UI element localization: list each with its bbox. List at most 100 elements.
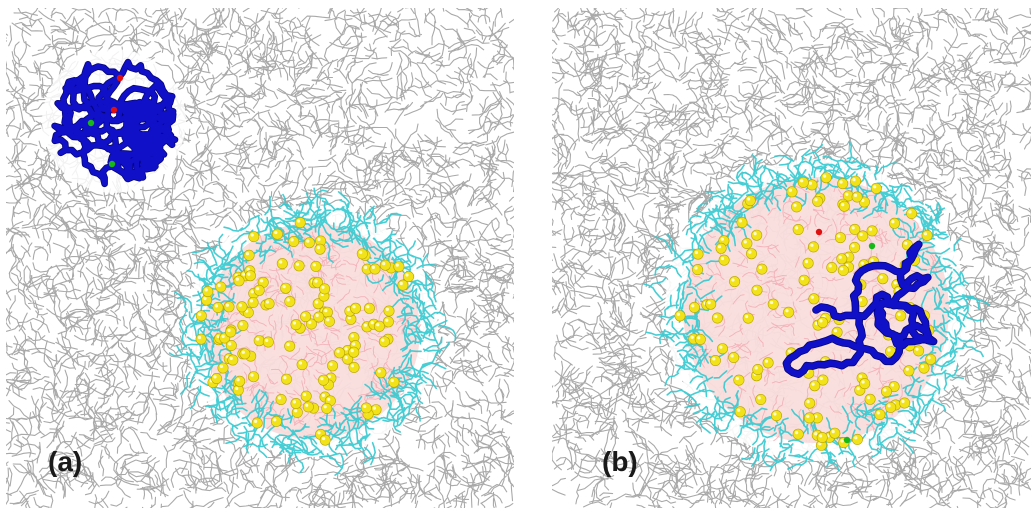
bead-highlight bbox=[856, 387, 860, 391]
headgroup-bead bbox=[310, 260, 322, 272]
headgroup-bead bbox=[373, 320, 385, 332]
bead-highlight bbox=[326, 318, 330, 322]
panel-a-scene bbox=[6, 8, 514, 508]
headgroup-bead bbox=[293, 260, 305, 272]
headgroup-bead bbox=[736, 217, 748, 229]
headgroup-bead bbox=[284, 340, 296, 352]
headgroup-bead bbox=[792, 224, 804, 236]
headgroup-bead bbox=[771, 410, 783, 422]
bead-highlight bbox=[764, 359, 769, 363]
bead-highlight bbox=[286, 298, 290, 302]
headgroup-bead bbox=[918, 362, 930, 374]
bead-highlight bbox=[203, 296, 207, 301]
headgroup-bead bbox=[263, 298, 275, 310]
bead-highlight bbox=[861, 198, 865, 202]
headgroup-bead bbox=[888, 217, 900, 229]
bead-highlight bbox=[204, 288, 208, 292]
headgroup-bead bbox=[237, 319, 249, 331]
bead-highlight bbox=[286, 342, 290, 347]
headgroup-bead bbox=[211, 372, 223, 384]
headgroup-bead bbox=[360, 402, 372, 414]
headgroup-bead bbox=[251, 417, 263, 429]
bead-highlight bbox=[279, 260, 283, 264]
bead-highlight bbox=[217, 283, 221, 287]
bead-highlight bbox=[308, 320, 312, 324]
bead-highlight bbox=[788, 188, 792, 192]
headgroup-bead bbox=[300, 311, 312, 323]
bead-highlight bbox=[282, 285, 286, 289]
headgroup-bead bbox=[388, 376, 400, 388]
headgroup-bead bbox=[247, 296, 259, 308]
bead-highlight bbox=[891, 220, 895, 224]
bead-highlight bbox=[823, 174, 827, 178]
bead-highlight bbox=[818, 442, 822, 446]
headgroup-bead bbox=[233, 275, 245, 287]
headgroup-bead bbox=[334, 347, 346, 359]
headgroup-bead bbox=[752, 363, 764, 375]
headgroup-bead bbox=[885, 401, 897, 413]
bead-highlight bbox=[298, 361, 303, 365]
bead-highlight bbox=[265, 338, 269, 342]
bead-highlight bbox=[305, 403, 309, 407]
residue-marker bbox=[110, 106, 118, 114]
headgroup-bead bbox=[734, 406, 746, 418]
bead-highlight bbox=[819, 434, 823, 438]
bead-highlight bbox=[720, 237, 724, 241]
headgroup-bead bbox=[877, 273, 889, 285]
bead-highlight bbox=[256, 337, 260, 341]
headgroup-bead bbox=[836, 253, 848, 265]
bead-highlight bbox=[868, 227, 873, 231]
bead-highlight bbox=[870, 258, 874, 262]
bead-highlight bbox=[757, 396, 761, 400]
bead-highlight bbox=[837, 234, 841, 238]
headgroup-bead bbox=[239, 348, 251, 360]
bead-highlight bbox=[897, 312, 901, 316]
bead-highlight bbox=[866, 396, 871, 400]
headgroup-bead bbox=[874, 408, 886, 420]
bead-highlight bbox=[321, 285, 325, 289]
bead-highlight bbox=[290, 238, 294, 242]
headgroup-bead bbox=[906, 208, 918, 220]
bead-highlight bbox=[851, 226, 855, 230]
bead-highlight bbox=[327, 374, 331, 379]
bead-highlight bbox=[852, 178, 856, 182]
bead-highlight bbox=[845, 192, 849, 196]
bead-highlight bbox=[758, 265, 762, 270]
headgroup-bead bbox=[791, 201, 803, 213]
bead-highlight bbox=[265, 300, 270, 304]
bead-highlight bbox=[229, 356, 233, 360]
bead-highlight bbox=[274, 230, 278, 235]
headgroup-bead bbox=[864, 393, 876, 405]
headgroup-bead bbox=[319, 283, 331, 295]
headgroup-bead bbox=[284, 295, 296, 307]
bead-highlight bbox=[250, 233, 254, 237]
bead-highlight bbox=[239, 322, 243, 326]
bead-highlight bbox=[292, 321, 296, 325]
bead-highlight bbox=[359, 250, 363, 254]
headgroup-bead bbox=[303, 237, 315, 249]
bead-highlight bbox=[904, 241, 908, 245]
headgroup-bead bbox=[288, 236, 300, 248]
bead-highlight bbox=[316, 246, 320, 250]
headgroup-bead bbox=[195, 333, 207, 345]
headgroup-bead bbox=[323, 315, 335, 327]
headgroup-bead bbox=[314, 243, 326, 255]
bead-highlight bbox=[347, 316, 351, 320]
panel-a-label: (a) bbox=[48, 446, 83, 477]
bead-highlight bbox=[690, 335, 694, 339]
bead-highlight bbox=[841, 203, 845, 207]
bead-highlight bbox=[893, 281, 897, 285]
bead-highlight bbox=[714, 314, 718, 318]
bead-highlight bbox=[214, 304, 218, 308]
headgroup-bead bbox=[718, 254, 730, 266]
headgroup-bead bbox=[313, 311, 325, 323]
headgroup-bead bbox=[692, 264, 704, 276]
bead-highlight bbox=[219, 364, 223, 368]
bead-highlight bbox=[814, 414, 818, 418]
bead-highlight bbox=[753, 232, 757, 236]
bead-highlight bbox=[382, 262, 386, 266]
bead-highlight bbox=[295, 262, 300, 266]
headgroup-bead bbox=[809, 380, 821, 392]
headgroup-bead bbox=[223, 301, 235, 313]
